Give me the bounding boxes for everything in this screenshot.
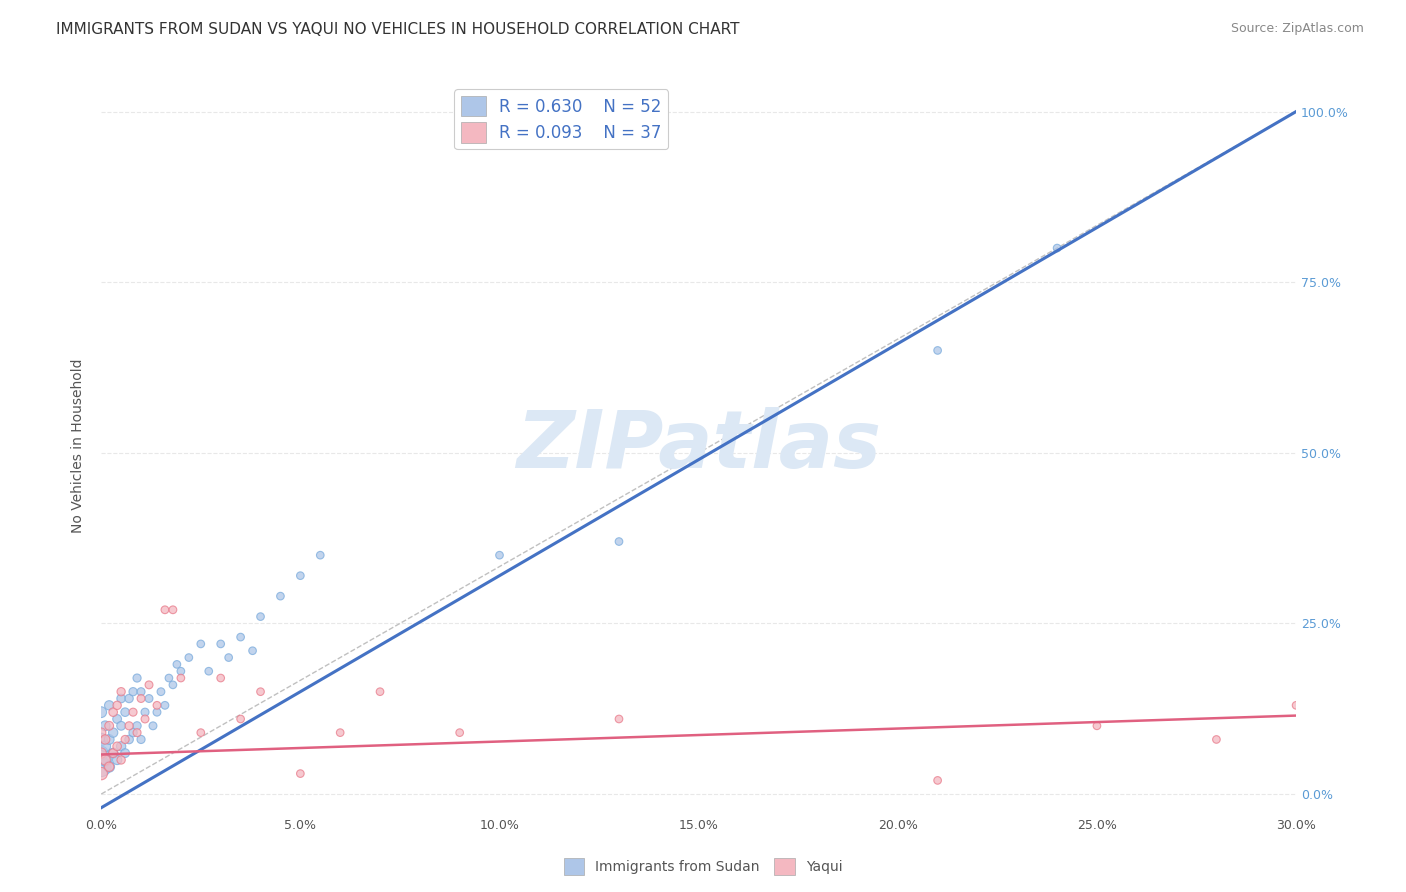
Point (927, 343, 949, 358)
Point (242, 644, 264, 658)
Point (98, 698, 121, 713)
Point (157, 671, 180, 685)
Point (166, 657, 188, 672)
Point (90, 766, 112, 780)
Point (110, 691, 132, 706)
Point (1085, 719, 1108, 733)
Point (90, 746, 112, 760)
Point (98, 719, 121, 733)
Point (218, 650, 240, 665)
Point (94, 753, 117, 767)
Point (129, 732, 152, 747)
Point (125, 719, 148, 733)
Point (125, 671, 148, 685)
Point (209, 637, 232, 651)
Text: Source: ZipAtlas.com: Source: ZipAtlas.com (1230, 22, 1364, 36)
Point (114, 705, 136, 719)
Point (146, 705, 169, 719)
Point (142, 719, 165, 733)
Point (170, 664, 193, 678)
Point (110, 753, 132, 767)
Point (122, 705, 145, 719)
Point (290, 568, 312, 582)
Point (90, 705, 112, 719)
Legend: Immigrants from Sudan, Yaqui: Immigrants from Sudan, Yaqui (558, 853, 848, 880)
Point (94, 732, 117, 747)
Point (153, 603, 176, 617)
Point (290, 766, 312, 780)
Point (110, 719, 132, 733)
Point (101, 725, 124, 739)
Point (118, 719, 141, 733)
Legend: R = 0.630    N = 52, R = 0.093    N = 37: R = 0.630 N = 52, R = 0.093 N = 37 (454, 89, 668, 149)
Point (309, 548, 332, 562)
Point (101, 705, 124, 719)
Point (134, 705, 156, 719)
Point (114, 746, 136, 760)
Point (1205, 732, 1227, 747)
Point (118, 691, 141, 706)
Point (94, 719, 117, 733)
Point (122, 684, 145, 698)
Point (190, 637, 212, 651)
Point (153, 698, 176, 713)
Text: ZIPatlas: ZIPatlas (516, 407, 882, 485)
Point (134, 712, 156, 726)
Point (488, 548, 510, 562)
Point (90, 760, 112, 774)
Y-axis label: No Vehicles in Household: No Vehicles in Household (72, 359, 86, 533)
Point (105, 753, 128, 767)
Point (146, 698, 169, 713)
Point (110, 684, 132, 698)
Point (197, 664, 219, 678)
Point (249, 609, 271, 624)
Point (90, 725, 112, 739)
Point (90, 732, 112, 747)
Point (105, 698, 128, 713)
Point (101, 746, 124, 760)
Point (249, 684, 271, 698)
Point (177, 650, 200, 665)
Point (101, 746, 124, 760)
Point (98, 732, 121, 747)
Point (105, 712, 128, 726)
Point (129, 684, 152, 698)
Point (110, 739, 132, 754)
Point (1285, 698, 1308, 713)
Point (269, 589, 291, 603)
Point (368, 684, 391, 698)
Text: IMMIGRANTS FROM SUDAN VS YAQUI NO VEHICLES IN HOUSEHOLD CORRELATION CHART: IMMIGRANTS FROM SUDAN VS YAQUI NO VEHICL… (56, 22, 740, 37)
Point (449, 725, 471, 739)
Point (149, 684, 172, 698)
Point (125, 725, 148, 739)
Point (162, 603, 184, 617)
Point (607, 712, 630, 726)
Point (329, 725, 352, 739)
Point (129, 691, 152, 706)
Point (229, 712, 252, 726)
Point (170, 671, 193, 685)
Point (94, 739, 117, 754)
Point (209, 671, 232, 685)
Point (138, 678, 160, 692)
Point (229, 630, 252, 644)
Point (122, 725, 145, 739)
Point (162, 678, 184, 692)
Point (190, 725, 212, 739)
Point (90, 746, 112, 760)
Point (114, 732, 136, 747)
Point (98, 760, 121, 774)
Point (105, 739, 128, 754)
Point (138, 691, 160, 706)
Point (98, 760, 121, 774)
Point (118, 732, 141, 747)
Point (607, 534, 630, 549)
Point (927, 773, 949, 788)
Point (94, 753, 117, 767)
Point (1046, 241, 1069, 255)
